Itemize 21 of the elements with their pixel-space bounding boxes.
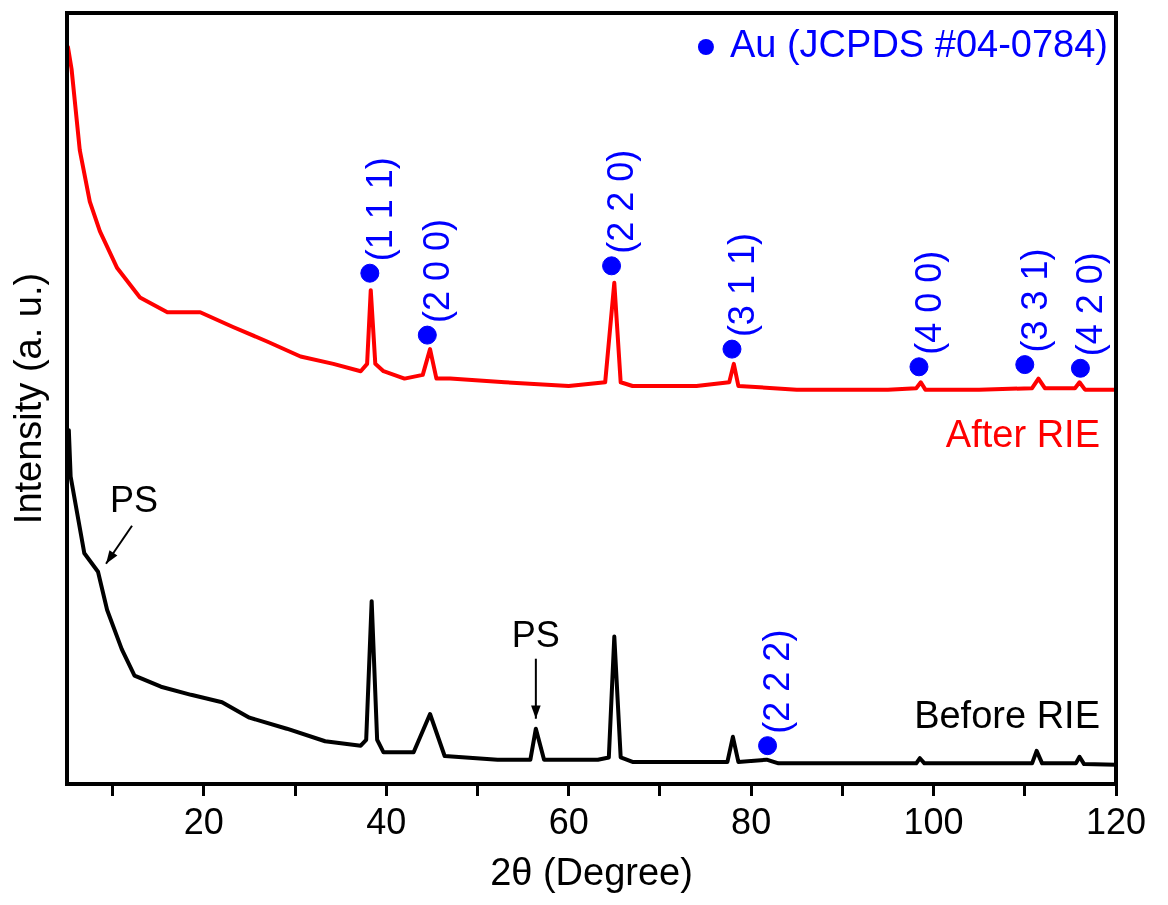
- annotation: (2 2 2): [756, 629, 798, 734]
- annotation: PS: [110, 478, 159, 520]
- series-label: After RIE: [945, 413, 1100, 456]
- legend-label: Au (JCPDS #04-0784): [729, 23, 1108, 66]
- x-tick-label: 120: [1085, 800, 1147, 842]
- x-tick-label: 60: [548, 800, 589, 842]
- x-tick-label: 80: [731, 800, 772, 842]
- annotation: (3 1 1): [720, 233, 762, 338]
- annotation: (1 1 1): [358, 157, 400, 262]
- annotation: (2 0 0): [416, 219, 458, 324]
- x-tick-label: 40: [366, 800, 407, 842]
- annotation: (3 3 1): [1013, 248, 1055, 353]
- x-tick-label: 20: [183, 800, 224, 842]
- annotation: (2 2 0): [600, 149, 642, 254]
- y-axis-title: Intensity (a. u.): [7, 272, 50, 525]
- annotation: PS: [511, 613, 560, 655]
- series-label: Before RIE: [914, 694, 1100, 737]
- x-axis-title: 2θ (Degree): [490, 850, 693, 893]
- x-tick-label: 100: [903, 800, 964, 842]
- annotation: (4 0 0): [907, 250, 949, 355]
- annotation: (4 2 0): [1069, 252, 1111, 357]
